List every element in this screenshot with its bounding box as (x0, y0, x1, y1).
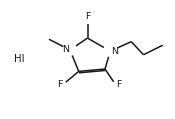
Text: HI: HI (14, 55, 24, 64)
Text: F: F (85, 12, 90, 21)
Text: N: N (62, 45, 69, 55)
Text: N: N (111, 47, 118, 56)
Text: F: F (116, 80, 122, 89)
Text: F: F (57, 80, 62, 89)
